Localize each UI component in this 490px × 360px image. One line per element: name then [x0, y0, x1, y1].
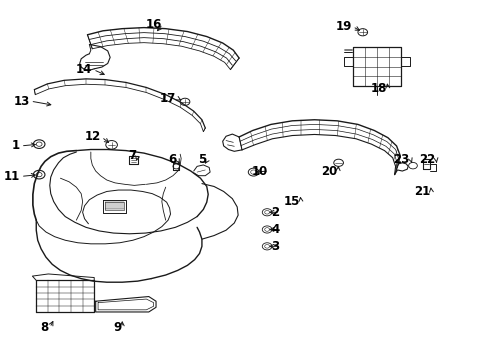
- Text: 10: 10: [252, 165, 268, 177]
- Text: 7: 7: [128, 149, 137, 162]
- Text: 19: 19: [335, 20, 352, 33]
- Text: 6: 6: [168, 153, 176, 166]
- Text: 17: 17: [160, 92, 176, 105]
- Text: 14: 14: [76, 63, 92, 76]
- Text: 8: 8: [41, 321, 49, 334]
- Text: 18: 18: [370, 82, 387, 95]
- Text: 22: 22: [419, 153, 435, 166]
- Text: 11: 11: [3, 170, 20, 183]
- Text: 1: 1: [12, 139, 20, 152]
- Text: 12: 12: [84, 130, 100, 144]
- Text: 21: 21: [414, 185, 430, 198]
- Text: 9: 9: [113, 321, 121, 334]
- Text: 2: 2: [271, 206, 279, 219]
- Text: 4: 4: [271, 223, 279, 236]
- Text: 16: 16: [146, 18, 162, 31]
- Text: 13: 13: [13, 95, 29, 108]
- Text: 23: 23: [393, 153, 410, 166]
- Text: 3: 3: [271, 240, 279, 253]
- Text: 15: 15: [284, 195, 300, 208]
- Text: 5: 5: [198, 153, 207, 166]
- Text: 20: 20: [321, 165, 337, 177]
